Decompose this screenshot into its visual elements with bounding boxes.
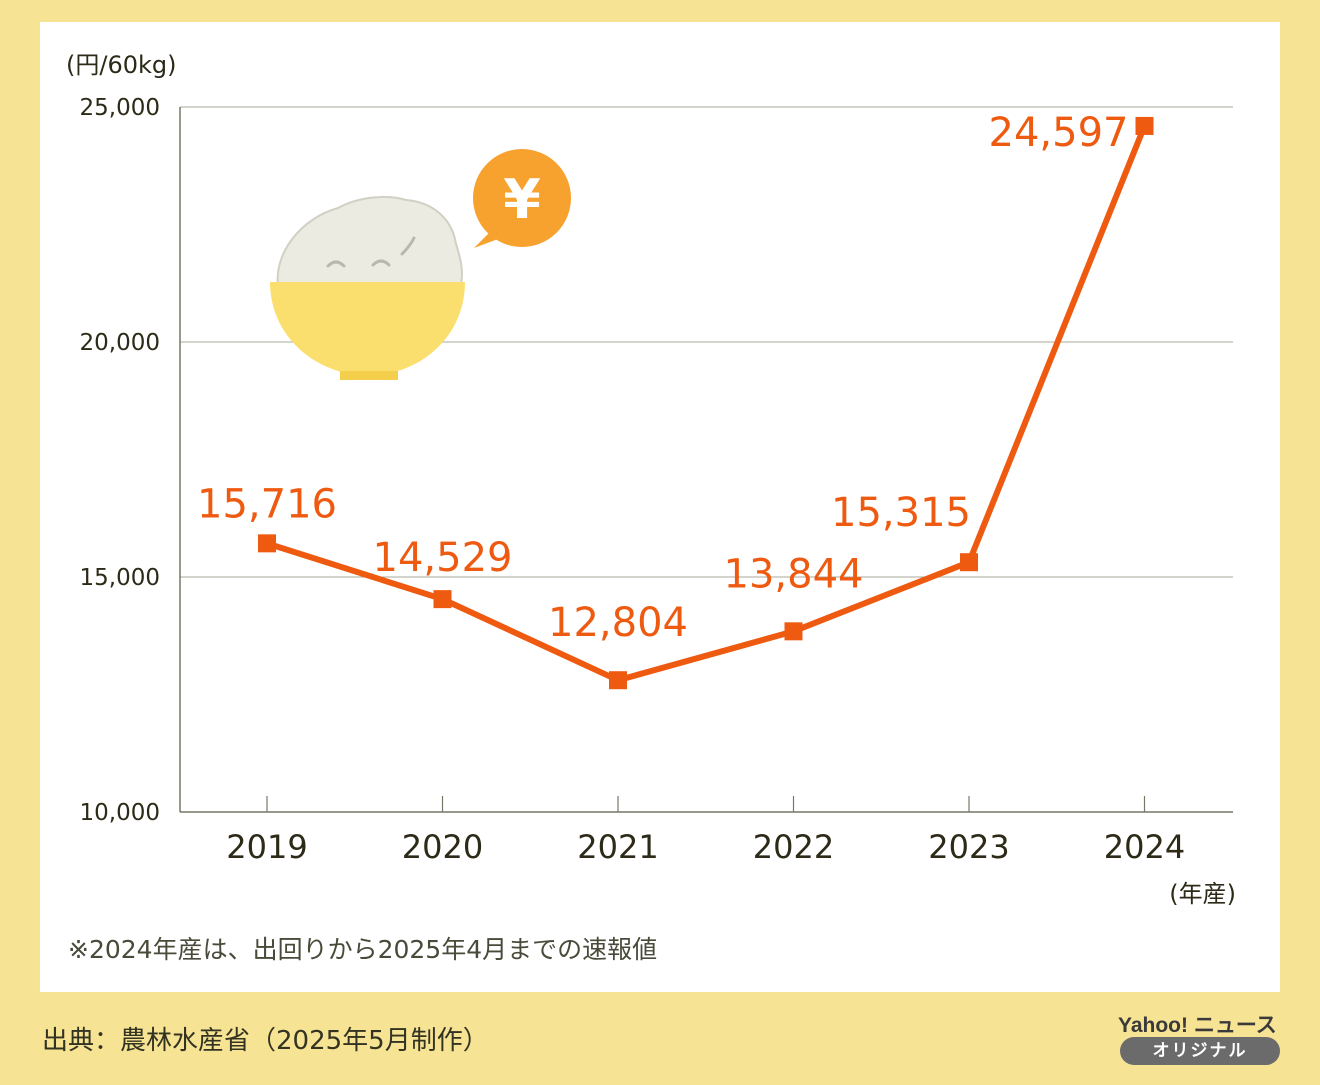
y-axis-unit-label: (円/60kg): [66, 51, 176, 79]
data-label: 14,529: [373, 535, 513, 581]
data-point-marker: [960, 553, 978, 572]
x-tick-label: 2024: [1104, 828, 1185, 866]
x-axis-unit-label: (年産): [1169, 880, 1236, 908]
data-label: 15,315: [831, 490, 971, 536]
rice-bowl-icon: [270, 195, 465, 380]
axis-layer: 10,000 15,000 20,000 25,000 2019 2020 2021 2022…: [80, 95, 1236, 908]
x-tick-label: 2019: [226, 828, 307, 866]
yen-bubble-icon: ¥: [473, 149, 571, 248]
x-tick-label: 2020: [402, 828, 483, 866]
footnote: ※2024年産は、出回りから2025年4月までの速報値: [68, 935, 658, 964]
data-label: 13,844: [724, 551, 864, 597]
y-tick-label: 10,000: [80, 800, 160, 826]
x-tick-label: 2023: [928, 828, 1009, 866]
y-tick-label: 15,000: [80, 565, 160, 591]
y-tick-label: 20,000: [80, 330, 160, 356]
data-point-marker: [609, 671, 627, 690]
data-point-marker: [258, 534, 276, 553]
yahoo-news-logo: Yahoo! ニュース: [1118, 1014, 1277, 1037]
x-tick-label: 2021: [577, 828, 658, 866]
data-label: 24,597: [989, 110, 1129, 156]
original-badge: オリジナル: [1120, 1037, 1280, 1065]
data-label: 12,804: [548, 600, 688, 646]
yen-symbol: ¥: [503, 168, 541, 231]
chart-card: (円/60kg) 10,000 15,000 20,000 25,000 2019 202…: [40, 22, 1280, 992]
data-point-marker: [784, 622, 803, 641]
data-point-marker: [1135, 116, 1154, 135]
line-chart: (円/60kg) 10,000 15,000 20,000 25,000 2019 202…: [66, 51, 1236, 908]
series-line: [266, 124, 1148, 684]
source-credit: 出典：農林水産省（2025年5月制作）: [42, 1026, 489, 1056]
data-label: 15,716: [197, 481, 337, 527]
data-point-marker: [433, 590, 452, 609]
x-tick-label: 2022: [753, 828, 834, 866]
data-layer: 15,716 14,529 12,804 13,844 15,315 24,597: [197, 110, 1154, 690]
y-tick-label: 25,000: [80, 95, 160, 121]
